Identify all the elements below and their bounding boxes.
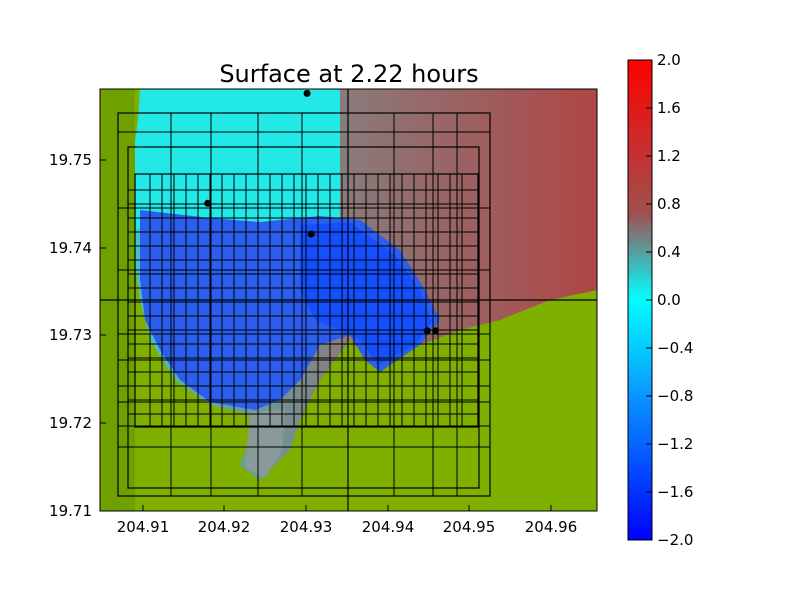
gauge-marker bbox=[307, 230, 315, 238]
colorbar-tick-label: 1.6 bbox=[657, 99, 681, 117]
x-tick-label: 204.96 bbox=[525, 518, 578, 536]
x-tick-2: 204.92 bbox=[198, 505, 251, 536]
gauge-markers bbox=[204, 89, 439, 335]
y-tick-label: 19.73 bbox=[49, 326, 92, 344]
gauge-marker bbox=[204, 199, 212, 207]
y-tick-5: 19.75 bbox=[49, 151, 106, 169]
colorbar-tick-label: 0.0 bbox=[657, 291, 681, 309]
gauge-marker bbox=[303, 89, 311, 97]
y-tick-label: 19.74 bbox=[49, 239, 92, 257]
x-tick-6: 204.96 bbox=[525, 505, 578, 536]
colorbar-tick-label: −0.8 bbox=[657, 387, 693, 405]
x-tick-label: 204.93 bbox=[280, 518, 333, 536]
x-tick-label: 204.92 bbox=[198, 518, 251, 536]
colorbar-tick-label: −2.0 bbox=[657, 531, 693, 549]
x-tick-4: 204.94 bbox=[362, 505, 415, 536]
gauge-marker bbox=[423, 327, 431, 335]
x-tick-label: 204.95 bbox=[443, 518, 496, 536]
colorbar-tick-label: −1.6 bbox=[657, 483, 693, 501]
gauge-marker bbox=[431, 327, 439, 335]
x-tick-5: 204.95 bbox=[443, 505, 496, 536]
x-tick-1: 204.91 bbox=[117, 505, 170, 536]
colorbar-tick-label: 1.2 bbox=[657, 147, 681, 165]
y-tick-label: 19.72 bbox=[49, 414, 92, 432]
y-tick-3: 19.73 bbox=[49, 326, 106, 344]
colorbar-ticks: 2.0 1.6 1.2 0.8 0.4 0.0 −0.4 −0.8 −1.2 −1.6 −2.0 bbox=[646, 51, 693, 549]
x-tick-3: 204.93 bbox=[280, 505, 333, 536]
shallow-water-west bbox=[100, 89, 340, 229]
colorbar: 2.0 1.6 1.2 0.8 0.4 0.0 −0.4 −0.8 −1.2 −1.6 −2.0 bbox=[627, 51, 693, 549]
colorbar-tick-label: −1.2 bbox=[657, 435, 693, 453]
axes-frame bbox=[99, 88, 598, 512]
plot-title: Surface at 2.22 hours bbox=[219, 60, 478, 88]
y-axis: 19.71 19.72 19.73 19.74 19.75 bbox=[49, 151, 106, 520]
refinement-lines bbox=[118, 113, 490, 496]
x-tick-label: 204.91 bbox=[117, 518, 170, 536]
colorbar-tick-label: 0.4 bbox=[657, 243, 681, 261]
x-tick-label: 204.94 bbox=[362, 518, 415, 536]
x-axis: 204.91 204.92 204.93 204.94 204.95 204.9… bbox=[117, 505, 578, 536]
y-tick-1: 19.71 bbox=[49, 502, 106, 520]
plot-area bbox=[100, 89, 597, 511]
colorbar-tick-label: 2.0 bbox=[657, 51, 681, 69]
y-tick-4: 19.74 bbox=[49, 239, 106, 257]
colorbar-tick-label: 0.8 bbox=[657, 195, 681, 213]
y-tick-label: 19.75 bbox=[49, 151, 92, 169]
land-west bbox=[100, 89, 597, 511]
y-tick-2: 19.72 bbox=[49, 414, 106, 432]
colorbar-tick-label: −0.4 bbox=[657, 339, 693, 357]
y-tick-label: 19.71 bbox=[49, 502, 92, 520]
